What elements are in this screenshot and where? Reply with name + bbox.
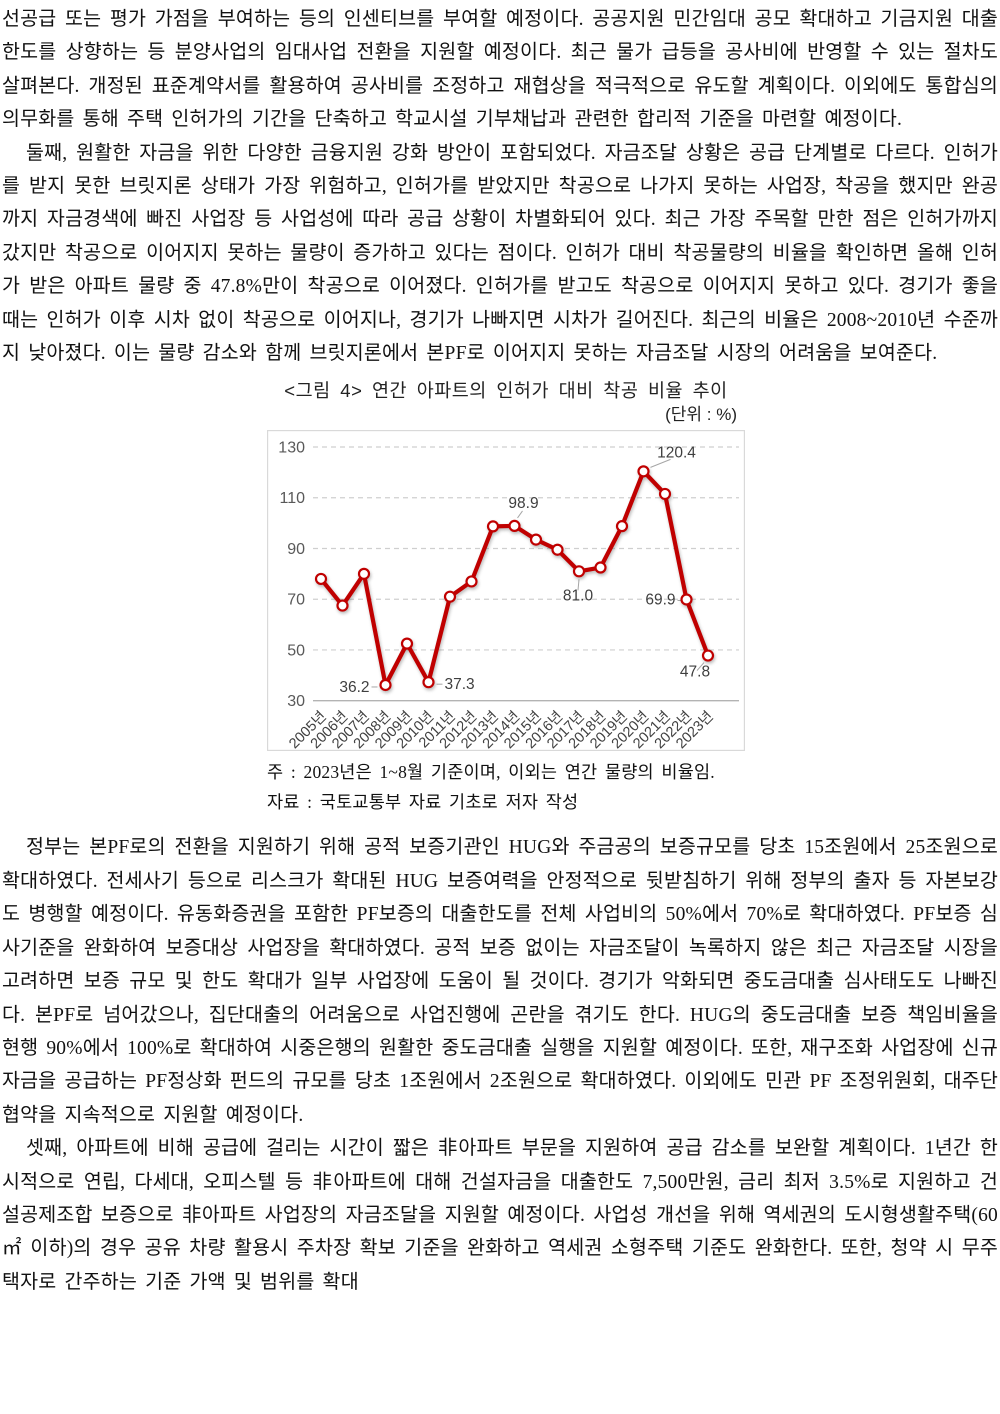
figure-notes: 주 : 2023년은 1~8월 기준이며, 이외는 연간 물량의 비율임. 자료…	[267, 758, 745, 817]
y-axis-tick-label: 90	[287, 541, 305, 558]
data-point-label: 69.9	[645, 592, 675, 609]
y-axis-tick-label: 70	[287, 592, 305, 609]
data-point-marker	[314, 573, 328, 586]
series-group	[314, 465, 715, 692]
label-leader-lines	[371, 459, 705, 688]
data-point-marker	[336, 599, 349, 613]
data-point-label: 98.9	[508, 495, 538, 512]
y-axis-tick-label: 130	[278, 440, 305, 457]
figure-title: <그림 4> 연간 아파트의 인허가 대비 착공 비율 추이	[284, 380, 728, 402]
data-point-marker	[529, 533, 543, 547]
data-point-marker	[615, 520, 629, 533]
data-labels: 36.2 37.3 98.9 81.0 120.4 69.9 47.8	[339, 445, 710, 697]
body-paragraph-1: 선공급 또는 평가 가점을 부여하는 등의 인센티브를 부여할 예정이다. 공공…	[2, 9, 998, 131]
data-point-marker	[379, 679, 392, 692]
line-chart-svg: 130 110 90 70 50 302005년2006년2007년2008년2009년2…	[266, 430, 746, 753]
data-point-marker	[572, 565, 586, 578]
body-paragraph-4: 셋째, 아파트에 비해 공급에 걸리는 시간이 짧은 非아파트 부문을 지원하여…	[2, 1138, 998, 1293]
chart-border	[266, 430, 746, 752]
data-point-marker	[486, 520, 500, 533]
data-point-marker	[465, 575, 478, 589]
figure-source: 자료 : 국토교통부 자료 기초로 저자 작성	[267, 791, 579, 812]
data-point-marker	[508, 520, 521, 533]
data-point-label: 36.2	[339, 679, 369, 696]
y-axis-tick-label: 50	[287, 643, 305, 660]
line-chart: 130 110 90 70 50 30 2005년 2006년 2007년 2008년 2009년 2…	[266, 430, 746, 753]
data-point-marker	[658, 488, 672, 501]
figure-note: 주 : 2023년은 1~8월 기준이며, 이외는 연간 물량의 비율임.	[267, 762, 715, 783]
data-point-marker	[357, 568, 371, 581]
figure-unit-label: (단위 : %)	[665, 405, 737, 425]
data-point-label: 37.3	[445, 677, 475, 694]
data-point-label: 47.8	[680, 664, 710, 681]
data-point-marker	[551, 544, 564, 557]
data-point-marker	[680, 593, 693, 607]
data-point-marker	[701, 649, 715, 663]
data-point-label: 81.0	[563, 588, 594, 605]
body-paragraph-2: 둘째, 원활한 자금을 위한 다양한 금융지원 강화 방안이 포함되었다. 자금…	[2, 142, 998, 365]
chart-gridlines: 130 110 90 70 50 30	[278, 440, 739, 711]
y-axis-tick-label: 110	[279, 491, 305, 508]
data-point-marker	[400, 637, 414, 651]
data-point-label: 120.4	[657, 445, 696, 462]
data-point-marker	[594, 561, 607, 575]
data-point-marker	[637, 465, 650, 478]
figure-4-block: <그림 4> 연간 아파트의 인허가 대비 착공 비율 추이 (단위 : %) …	[266, 378, 746, 817]
data-point-marker	[443, 591, 457, 604]
data-point-marker	[422, 676, 435, 689]
x-axis-labels: 2005년2006년2007년2008년2009년2010년2011년2012년…	[286, 708, 717, 752]
y-axis-tick-label: 30	[287, 694, 305, 711]
body-paragraph-3: 정부는 본PF로의 전환을 지원하기 위해 공적 보증기관인 HUG와 주금공의…	[2, 837, 998, 1126]
